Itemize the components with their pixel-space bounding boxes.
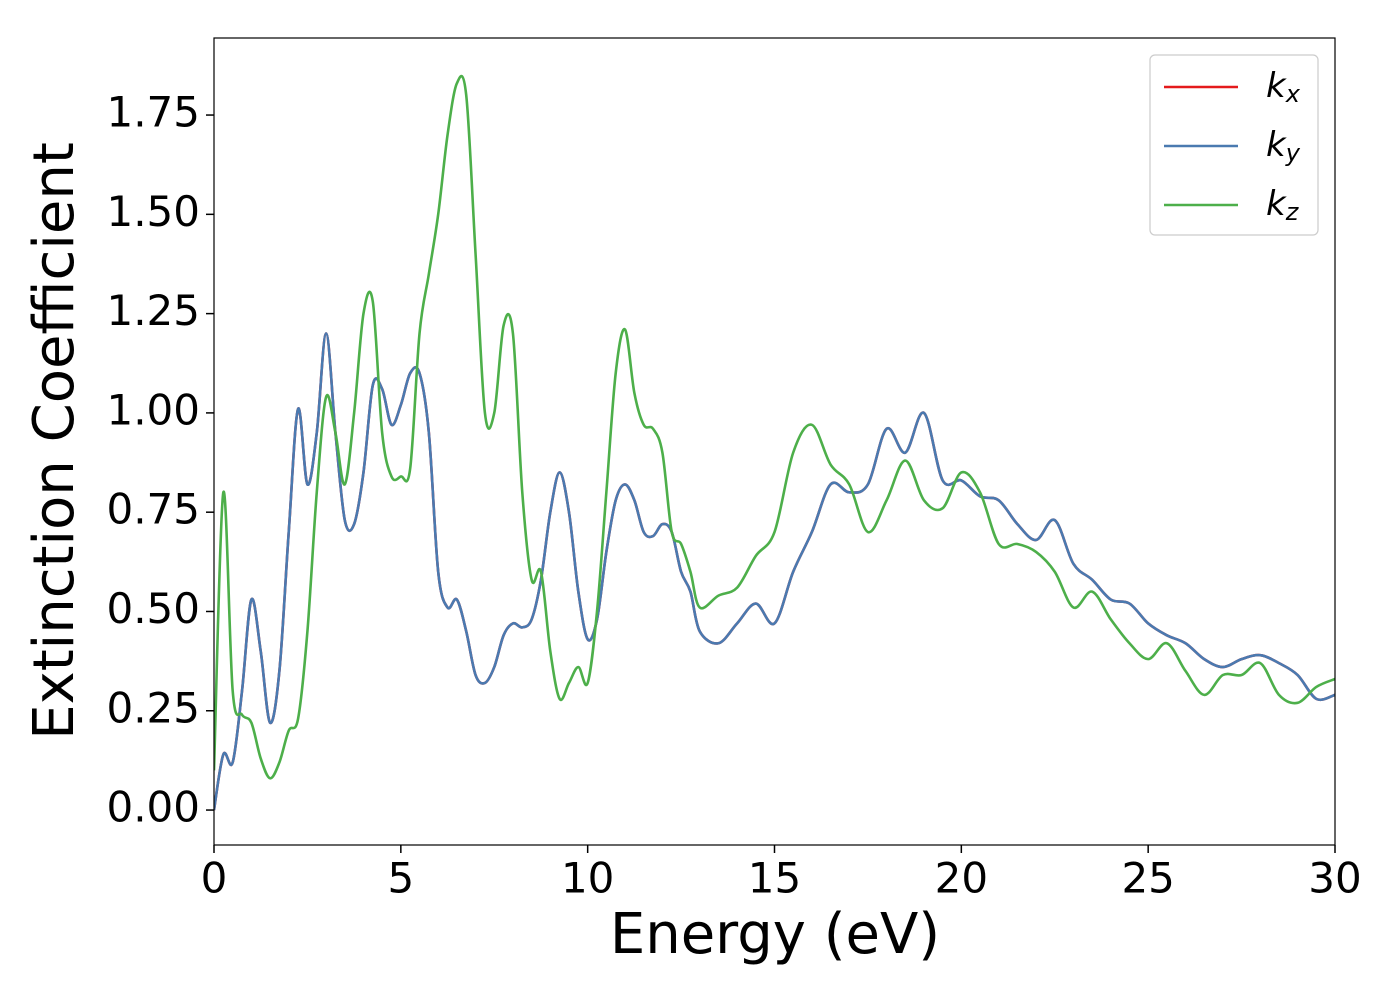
x-tick-label: 10 <box>561 854 614 903</box>
y-tick-label: 1.75 <box>106 88 200 137</box>
y-tick-label: 0.75 <box>106 485 200 534</box>
x-tick-label: 0 <box>201 854 228 903</box>
series-line <box>214 332 1335 811</box>
series-line <box>214 74 1335 780</box>
x-tick-label: 5 <box>387 854 414 903</box>
plot-frame <box>213 37 1336 846</box>
legend-label: kx <box>1266 66 1301 109</box>
legend-label: ky <box>1266 125 1301 168</box>
legend-label: kz <box>1266 184 1300 227</box>
y-tick-label: 1.00 <box>106 385 200 434</box>
x-tick-label: 20 <box>935 854 988 903</box>
y-tick-label: 0.50 <box>106 584 200 633</box>
y-tick-label: 0.25 <box>106 683 200 732</box>
x-axis-label: Energy (eV) <box>610 902 940 967</box>
x-tick-label: 15 <box>748 854 801 903</box>
series-line <box>214 332 1335 811</box>
y-tick-label: 1.25 <box>106 286 200 335</box>
x-tick-label: 30 <box>1308 854 1361 903</box>
y-tick-label: 1.50 <box>106 187 200 236</box>
y-axis-label: Extinction Coefficient <box>22 142 87 740</box>
x-tick-label: 25 <box>1121 854 1174 903</box>
y-tick-label: 0.00 <box>106 783 200 832</box>
